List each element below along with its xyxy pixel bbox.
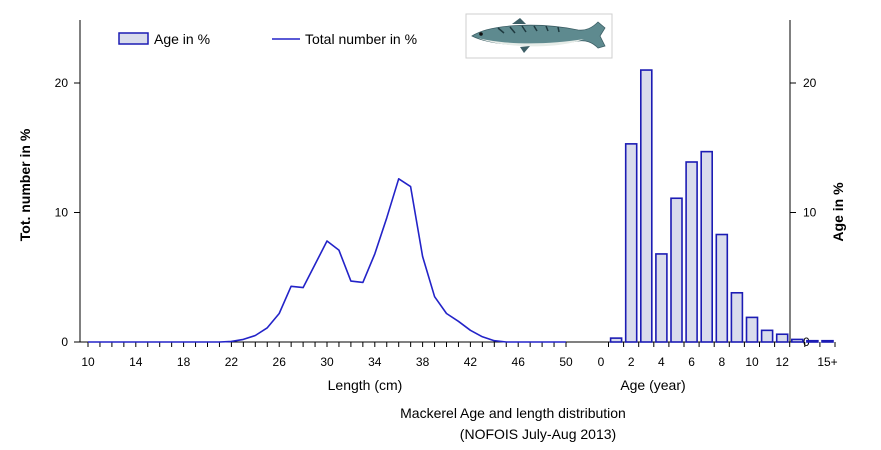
age-bar: [730, 291, 744, 343]
age-x-tick-label: 15+: [817, 355, 837, 369]
age-bars: [609, 69, 834, 343]
length-x-tick-label: 22: [225, 355, 239, 369]
age-x-tick-label: 4: [658, 355, 665, 369]
age-x-tick-label: 8: [718, 355, 725, 369]
age-x-tick-label: 6: [688, 355, 695, 369]
length-x-tick-label: 26: [273, 355, 287, 369]
legend-line-label: Total number in %: [305, 31, 417, 47]
left-axis-title: Tot. number in %: [17, 128, 33, 241]
length-x-tick-label: 18: [177, 355, 191, 369]
age-x-tick-label: 12: [776, 355, 790, 369]
left-y-ticks: 0 10 20: [55, 76, 80, 349]
age-axis-title: Age (year): [620, 377, 685, 393]
age-x-tick-label: 0: [598, 355, 605, 369]
right-axis-title: Age in %: [830, 182, 846, 242]
left-y-tick-label: 20: [55, 76, 69, 90]
length-axis-title: Length (cm): [328, 377, 403, 393]
age-bar: [745, 316, 759, 343]
age-bar: [685, 161, 698, 343]
age-bar: [715, 233, 729, 343]
length-x-tick-label: 34: [368, 355, 382, 369]
right-y-tick-label: 20: [803, 76, 817, 90]
age-bar: [790, 338, 804, 343]
age-x-tick-label: 10: [745, 355, 759, 369]
length-x-ticks: 10 14 18 22 26 30 34 38 42 46 50: [81, 342, 573, 369]
age-bar: [624, 143, 638, 343]
age-bar: [760, 329, 774, 343]
length-x-tick-label: 46: [512, 355, 526, 369]
mackerel-fish-illustration: [465, 13, 613, 59]
legend: Age in % Total number in %: [118, 31, 417, 47]
age-bar: [670, 197, 683, 343]
age-x-ticks: 0 2 4 6 8 10 12 15+: [598, 342, 838, 369]
length-x-tick-label: 42: [464, 355, 478, 369]
right-y-tick-label: 10: [803, 206, 817, 220]
age-x-tick-label: 2: [628, 355, 635, 369]
length-x-tick-label: 30: [320, 355, 334, 369]
age-bar: [700, 150, 714, 343]
age-bar: [639, 69, 653, 343]
age-bar: [775, 333, 789, 343]
total-number-line: [88, 178, 566, 343]
legend-bar-label: Age in %: [154, 31, 210, 47]
length-x-tick-label: 38: [416, 355, 430, 369]
age-bar: [655, 253, 668, 343]
age-bar: [609, 337, 623, 343]
length-x-tick-label: 10: [81, 355, 95, 369]
length-x-tick-label: 14: [129, 355, 143, 369]
left-y-tick-label: 10: [55, 206, 69, 220]
age-bar: [821, 339, 834, 343]
left-y-tick-label: 0: [61, 335, 68, 349]
legend-bar-swatch: [118, 32, 149, 45]
length-line-layer: [88, 178, 566, 343]
caption-line-1: Mackerel Age and length distribution: [400, 405, 626, 421]
age-bar: [806, 339, 819, 343]
length-x-tick-label: 50: [559, 355, 573, 369]
caption-line-2: (NOFOIS July-Aug 2013): [460, 426, 616, 442]
